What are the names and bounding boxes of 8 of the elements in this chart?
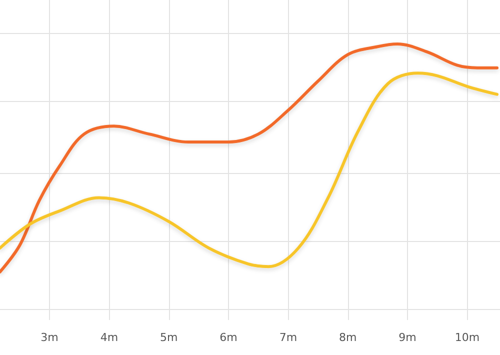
x-tick-label: 5m: [160, 331, 178, 344]
x-tick-label: 6m: [220, 331, 238, 344]
x-tick-label: 8m: [338, 331, 357, 344]
x-tick-label: 10m: [454, 331, 480, 344]
x-tick-label: 7m: [279, 331, 298, 344]
x-tick-label: 4m: [100, 331, 118, 344]
x-tick-label: 9m: [398, 331, 416, 344]
x-tick-label: 3m: [40, 331, 58, 344]
